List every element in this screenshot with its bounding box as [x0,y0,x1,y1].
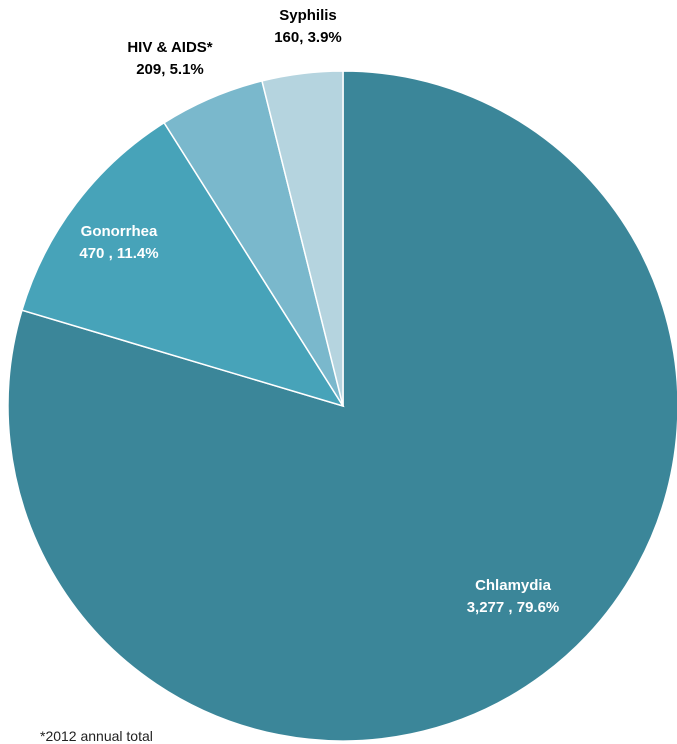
slice-name-gonorrhea: Gonorrhea [81,223,158,240]
slice-label-gonorrhea: Gonorrhea 470 , 11.4% [79,223,158,262]
slice-value-syphilis: 160, 3.9% [274,29,342,46]
slice-label-syphilis: Syphilis 160, 3.9% [274,7,342,46]
pie-slices [7,70,677,742]
slice-value-hiv-aids: 209, 5.1% [136,61,204,78]
slice-label-chlamydia: Chlamydia 3,277 , 79.6% [467,577,560,616]
slice-name-chlamydia: Chlamydia [475,577,552,594]
slice-name-hiv-aids: HIV & AIDS* [127,39,212,56]
slice-value-chlamydia: 3,277 , 79.6% [467,599,560,616]
slice-label-hiv-aids: HIV & AIDS* 209, 5.1% [127,39,212,78]
pie-labels: Chlamydia 3,277 , 79.6% Gonorrhea 470 , 11.… [79,7,559,616]
footnote: *2012 annual total [40,728,153,744]
slice-name-syphilis: Syphilis [279,7,337,24]
slice-value-gonorrhea: 470 , 11.4% [79,245,158,262]
pie-slice-syphilis [261,70,344,407]
pie-slice-gonorrhea [21,121,345,408]
